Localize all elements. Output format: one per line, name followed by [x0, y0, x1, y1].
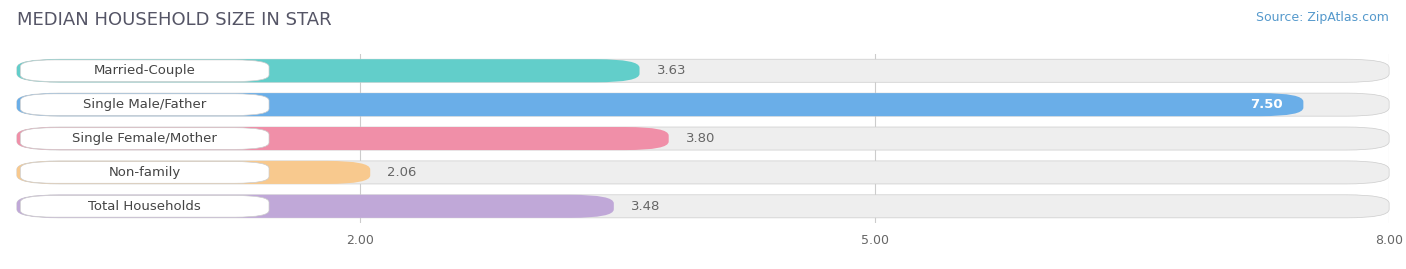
Text: Source: ZipAtlas.com: Source: ZipAtlas.com: [1256, 11, 1389, 24]
FancyBboxPatch shape: [17, 93, 1303, 116]
FancyBboxPatch shape: [20, 60, 269, 82]
Text: Non-family: Non-family: [108, 166, 181, 179]
FancyBboxPatch shape: [17, 195, 1389, 218]
Text: 2.06: 2.06: [388, 166, 416, 179]
FancyBboxPatch shape: [17, 161, 1389, 184]
Text: 3.48: 3.48: [631, 200, 661, 213]
FancyBboxPatch shape: [20, 128, 269, 149]
FancyBboxPatch shape: [20, 94, 269, 115]
Text: Married-Couple: Married-Couple: [94, 64, 195, 77]
Text: Total Households: Total Households: [89, 200, 201, 213]
FancyBboxPatch shape: [17, 161, 370, 184]
FancyBboxPatch shape: [17, 127, 1389, 150]
Text: MEDIAN HOUSEHOLD SIZE IN STAR: MEDIAN HOUSEHOLD SIZE IN STAR: [17, 11, 332, 29]
Text: Single Male/Father: Single Male/Father: [83, 98, 207, 111]
Text: 7.50: 7.50: [1250, 98, 1282, 111]
Text: 3.80: 3.80: [686, 132, 716, 145]
FancyBboxPatch shape: [20, 196, 269, 217]
FancyBboxPatch shape: [17, 93, 1389, 116]
Text: 3.63: 3.63: [657, 64, 686, 77]
FancyBboxPatch shape: [17, 59, 1389, 82]
FancyBboxPatch shape: [17, 59, 640, 82]
Text: Single Female/Mother: Single Female/Mother: [72, 132, 217, 145]
FancyBboxPatch shape: [20, 162, 269, 183]
FancyBboxPatch shape: [17, 195, 614, 218]
FancyBboxPatch shape: [17, 127, 669, 150]
